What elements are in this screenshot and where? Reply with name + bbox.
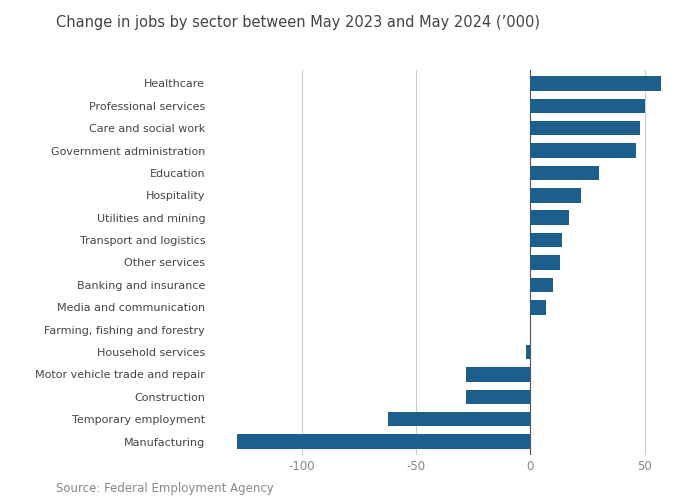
Bar — [531, 144, 636, 158]
Bar — [531, 210, 569, 225]
Bar — [531, 166, 599, 180]
Bar — [531, 121, 640, 136]
Bar — [531, 98, 645, 113]
Bar — [389, 412, 531, 426]
Bar — [531, 76, 661, 90]
Bar — [531, 255, 560, 270]
Bar — [531, 188, 580, 202]
Bar — [526, 345, 531, 360]
Bar — [466, 390, 531, 404]
Bar — [531, 300, 546, 314]
Bar — [531, 233, 562, 248]
Bar — [466, 367, 531, 382]
Text: Change in jobs by sector between May 2023 and May 2024 (’000): Change in jobs by sector between May 202… — [56, 15, 540, 30]
Bar — [237, 434, 531, 449]
Bar — [531, 278, 553, 292]
Text: Source: Federal Employment Agency: Source: Federal Employment Agency — [56, 482, 274, 495]
